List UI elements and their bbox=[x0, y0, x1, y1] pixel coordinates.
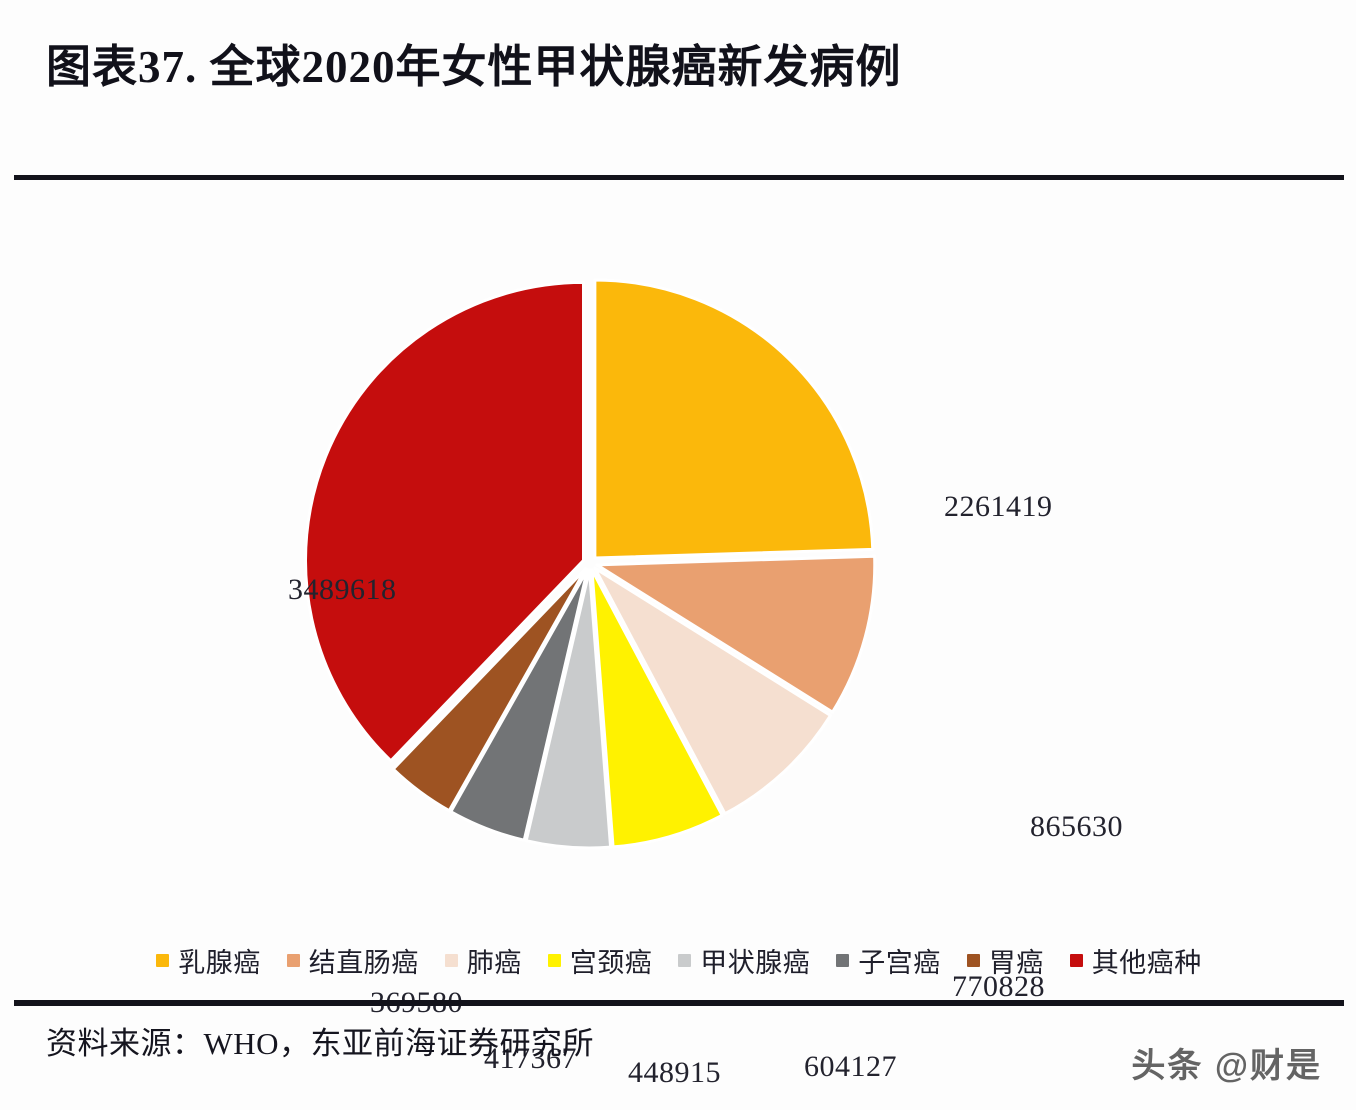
page-title: 图表37. 全球2020年女性甲状腺癌新发病例 bbox=[46, 42, 902, 92]
pie-slices-group: 乳腺癌 2261419结直肠癌 865630肺癌 770828宫颈癌 60412… bbox=[304, 278, 877, 850]
legend-item[interactable]: 甲状腺癌 bbox=[678, 941, 810, 980]
legend-item-label: 宫颈癌 bbox=[569, 947, 653, 978]
watermark: 头条 @财是 bbox=[1131, 1047, 1322, 1085]
footer-divider bbox=[14, 1000, 1344, 1006]
pie-data-label: 865630 bbox=[1030, 810, 1123, 843]
legend-swatch-icon bbox=[444, 953, 458, 967]
pie-data-label: 3489618 bbox=[288, 573, 397, 606]
pie-data-label: 417367 bbox=[484, 1042, 577, 1075]
pie-slice[interactable]: 子宫癌 417367 bbox=[449, 568, 589, 842]
pie-slice[interactable]: 其他癌种 3489618 bbox=[304, 280, 586, 763]
pie-slice[interactable]: 乳腺癌 2261419 bbox=[593, 278, 875, 560]
legend-item[interactable]: 胃癌 bbox=[966, 941, 1044, 980]
chart-legend: 乳腺癌 结直肠癌 肺癌 宫颈癌 甲状腺癌 子宫癌 胃癌 其他癌种 bbox=[14, 938, 1344, 982]
pie-data-label: 770828 bbox=[952, 970, 1045, 1003]
legend-item-label: 其他癌种 bbox=[1091, 947, 1202, 978]
legend-item-label: 肺癌 bbox=[466, 947, 522, 978]
pie-data-label: 604127 bbox=[804, 1050, 897, 1083]
legend-item-label: 子宫癌 bbox=[858, 947, 941, 978]
pie-slice[interactable]: 胃癌 369580 bbox=[391, 567, 588, 813]
pie-chart-plot-area: 乳腺癌 2261419结直肠癌 865630肺癌 770828宫颈癌 60412… bbox=[14, 190, 1344, 1089]
legend-swatch-icon bbox=[836, 953, 850, 967]
legend-item[interactable]: 其他癌种 bbox=[1069, 941, 1202, 980]
legend-swatch-icon bbox=[286, 953, 300, 967]
legend-item[interactable]: 宫颈癌 bbox=[547, 941, 653, 980]
pie-data-label: 2261419 bbox=[944, 490, 1053, 523]
source-note: 资料来源：WHO，东亚前海证券研究所 bbox=[46, 1026, 595, 1061]
legend-item[interactable]: 肺癌 bbox=[444, 941, 522, 980]
legend-item-label: 甲状腺癌 bbox=[700, 947, 811, 978]
pie-slice[interactable]: 结直肠癌 865630 bbox=[595, 554, 877, 714]
pie-data-label: 448915 bbox=[628, 1056, 721, 1089]
pie-chart-svg: 乳腺癌 2261419结直肠癌 865630肺癌 770828宫颈癌 60412… bbox=[304, 278, 877, 850]
header-divider bbox=[14, 175, 1344, 180]
pie-slice[interactable]: 甲状腺癌 448915 bbox=[524, 568, 613, 850]
legend-item[interactable]: 乳腺癌 bbox=[156, 941, 261, 980]
legend-swatch-icon bbox=[678, 953, 692, 967]
legend-item-label: 乳腺癌 bbox=[178, 947, 261, 978]
legend-swatch-icon bbox=[966, 953, 980, 967]
legend-swatch-icon bbox=[547, 953, 561, 967]
pie-slice[interactable]: 肺癌 770828 bbox=[593, 566, 833, 816]
pie-slice[interactable]: 宫颈癌 604127 bbox=[590, 568, 724, 849]
legend-swatch-icon bbox=[156, 953, 170, 967]
legend-item-label: 胃癌 bbox=[988, 947, 1044, 978]
legend-swatch-icon bbox=[1069, 953, 1083, 967]
legend-item-label: 结直肠癌 bbox=[308, 947, 419, 978]
legend-item[interactable]: 子宫癌 bbox=[836, 941, 941, 980]
legend-item[interactable]: 结直肠癌 bbox=[286, 941, 419, 980]
